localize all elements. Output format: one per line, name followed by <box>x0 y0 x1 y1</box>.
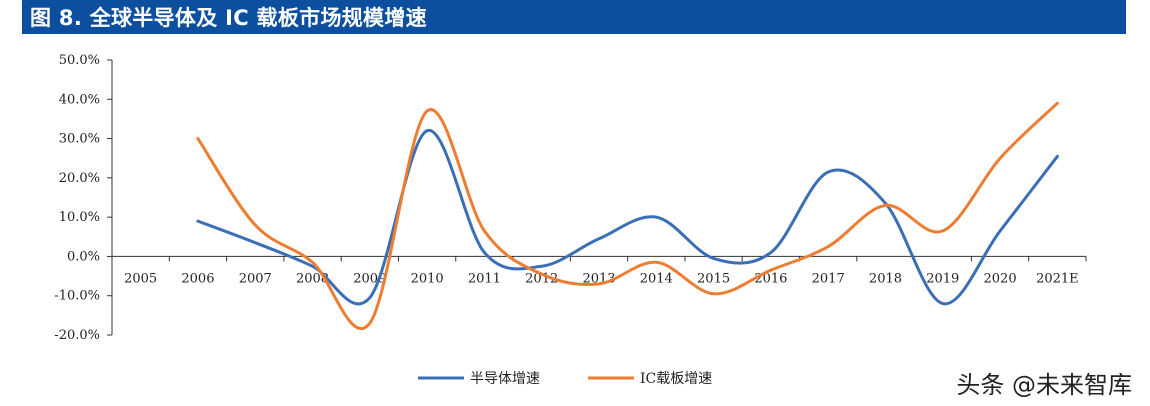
figure-title: 图 8. 全球半导体及 IC 载板市场规模增速 <box>30 6 427 30</box>
figure-header: 图 8. 全球半导体及 IC 载板市场规模增速 <box>22 0 1126 34</box>
y-tick-label: 0.0% <box>67 249 100 264</box>
y-tick-label: 10.0% <box>59 210 100 225</box>
x-tick-label: 2020 <box>984 271 1017 286</box>
series-line-2 <box>196 101 1059 331</box>
x-tick-label: 2014 <box>640 271 673 286</box>
x-tick-label: 2011 <box>468 271 501 286</box>
y-tick-label: 40.0% <box>59 92 100 107</box>
chart-legend: 半导体增速 IC载板增速 <box>418 371 712 387</box>
y-tick-label: 50.0% <box>59 53 100 68</box>
x-tick-label: 2019 <box>926 271 959 286</box>
x-tick-label: 2016 <box>754 271 787 286</box>
x-tick-label: 2018 <box>869 271 902 286</box>
y-tick-label: -20.0% <box>54 328 100 343</box>
x-tick-label: 2012 <box>525 271 558 286</box>
y-tick-label: 30.0% <box>59 132 100 147</box>
series-line-1 <box>196 129 1059 306</box>
x-tick-label: 2021E <box>1036 271 1079 286</box>
chart-series <box>196 101 1059 331</box>
y-tick-label: -10.0% <box>54 289 100 304</box>
x-tick-label: 2010 <box>411 271 444 286</box>
watermark: 头条 @未来智库 <box>956 371 1132 399</box>
legend-label-1: 半导体增速 <box>470 371 540 387</box>
legend-label-2: IC载板增速 <box>640 371 712 387</box>
x-tick-label: 2006 <box>181 271 214 286</box>
x-tick-label: 2015 <box>697 271 730 286</box>
x-tick-label: 2005 <box>124 271 157 286</box>
chart-axes: 50.0% 40.0% 30.0% 20.0% 10.0% 0.0% -10.0% -20.0… <box>54 53 1087 343</box>
y-tick-label: 20.0% <box>59 171 100 186</box>
x-tick-label: 2017 <box>812 271 845 286</box>
x-tick-label: 2007 <box>239 271 272 286</box>
